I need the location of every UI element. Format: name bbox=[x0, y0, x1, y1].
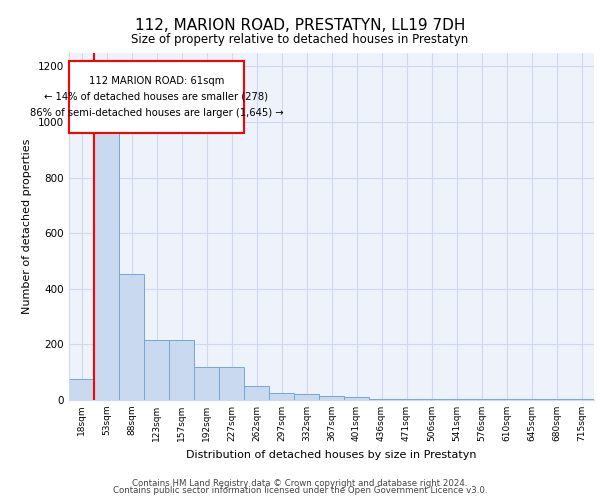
Bar bbox=[294, 394, 319, 400]
Text: 112, MARION ROAD, PRESTATYN, LL19 7DH: 112, MARION ROAD, PRESTATYN, LL19 7DH bbox=[135, 18, 465, 32]
Bar bbox=[219, 366, 244, 400]
Bar bbox=[144, 340, 169, 400]
Bar bbox=[169, 340, 194, 400]
Bar bbox=[69, 379, 94, 400]
Bar bbox=[94, 129, 119, 400]
Bar bbox=[419, 399, 444, 400]
Bar bbox=[319, 396, 344, 400]
Bar bbox=[394, 399, 419, 400]
Bar bbox=[269, 393, 294, 400]
Bar bbox=[194, 366, 219, 400]
X-axis label: Distribution of detached houses by size in Prestatyn: Distribution of detached houses by size … bbox=[186, 450, 477, 460]
Text: Contains public sector information licensed under the Open Government Licence v3: Contains public sector information licen… bbox=[113, 486, 487, 495]
Bar bbox=[369, 398, 394, 400]
Bar bbox=[119, 274, 144, 400]
FancyBboxPatch shape bbox=[69, 61, 244, 133]
Text: Size of property relative to detached houses in Prestatyn: Size of property relative to detached ho… bbox=[131, 32, 469, 46]
Bar bbox=[244, 386, 269, 400]
Y-axis label: Number of detached properties: Number of detached properties bbox=[22, 138, 32, 314]
Text: 112 MARION ROAD: 61sqm
← 14% of detached houses are smaller (278)
86% of semi-de: 112 MARION ROAD: 61sqm ← 14% of detached… bbox=[29, 76, 283, 118]
Bar bbox=[344, 397, 369, 400]
Text: Contains HM Land Registry data © Crown copyright and database right 2024.: Contains HM Land Registry data © Crown c… bbox=[132, 478, 468, 488]
